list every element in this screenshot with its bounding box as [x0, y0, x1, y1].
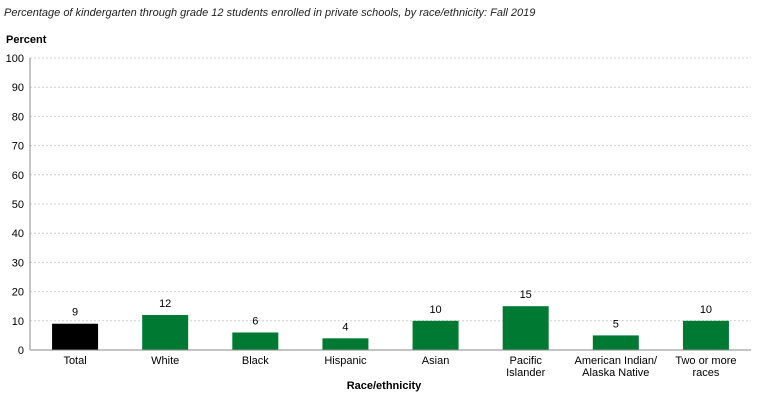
bar	[592, 335, 639, 350]
value-label: 9	[72, 307, 78, 319]
bar	[682, 320, 729, 350]
value-labels: 9 12 6 4 10 15 5 10	[72, 289, 712, 333]
x-tick-label: American Indian/	[575, 355, 658, 367]
y-tick-label: 70	[12, 141, 24, 153]
y-tick-label: 30	[12, 257, 24, 269]
bar	[232, 332, 279, 350]
bar	[502, 306, 549, 350]
x-tick-label: Two or more	[675, 355, 736, 367]
x-tick-label: Asian	[422, 355, 450, 367]
x-axis-label: Race/ethnicity	[346, 380, 422, 392]
y-tick-label: 90	[12, 82, 24, 94]
value-label: 10	[429, 304, 441, 316]
y-tick-labels: 0 10 20 30 40 50 60 70 80 90 100	[6, 53, 24, 357]
x-tick-label: Hispanic	[324, 355, 367, 367]
y-tick-label: 40	[12, 228, 24, 240]
value-label: 6	[252, 315, 258, 327]
value-label: 12	[159, 298, 171, 310]
bar	[322, 338, 369, 350]
value-label: 5	[613, 318, 619, 330]
y-tick-label: 0	[18, 345, 24, 357]
bar	[142, 314, 189, 350]
gridlines	[30, 57, 751, 322]
y-tick-label: 100	[6, 53, 24, 65]
y-tick-label: 10	[12, 316, 24, 328]
x-tick-label: White	[151, 355, 179, 367]
x-tick-label: Total	[63, 355, 86, 367]
y-tick-label: 50	[12, 199, 24, 211]
value-label: 4	[342, 321, 348, 333]
x-tick-label: Alaska Native	[582, 367, 649, 379]
value-label: 15	[520, 289, 532, 301]
x-tick-label: Pacific	[509, 355, 542, 367]
y-tick-label: 80	[12, 111, 24, 123]
chart-title: Percentage of kindergarten through grade…	[4, 7, 536, 19]
bars	[52, 306, 729, 350]
y-tick-label: 20	[12, 287, 24, 299]
value-label: 10	[700, 304, 712, 316]
x-tick-label: Black	[242, 355, 269, 367]
x-tick-label: races	[692, 367, 719, 379]
bar	[412, 320, 459, 350]
y-axis-label: Percent	[6, 34, 47, 46]
x-tick-labels: Total White Black Hispanic Asian PacificIslan…	[63, 355, 736, 379]
x-tick-label: Islander	[506, 367, 545, 379]
y-tick-label: 60	[12, 170, 24, 182]
bar	[52, 323, 99, 350]
